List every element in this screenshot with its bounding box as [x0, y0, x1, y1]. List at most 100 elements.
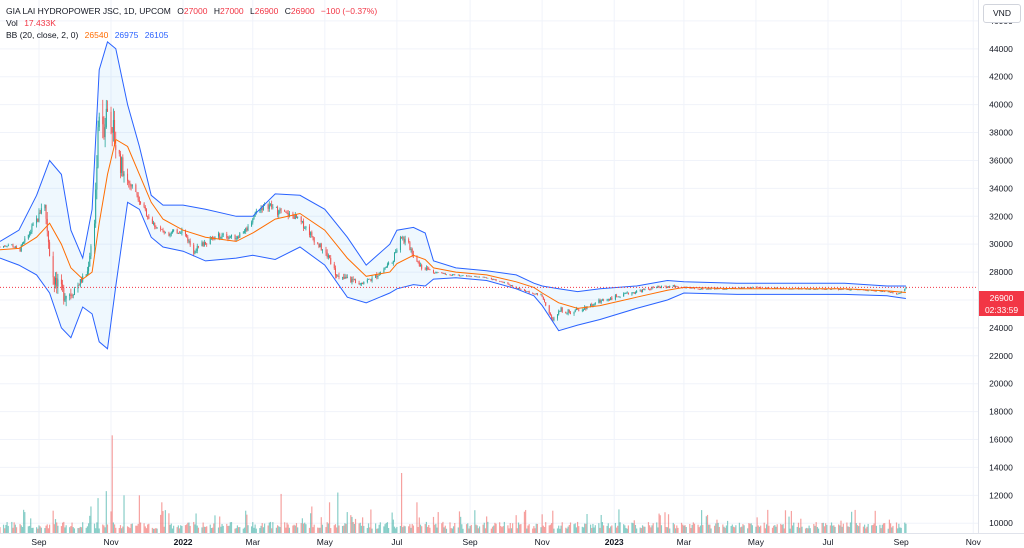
candle-body — [97, 127, 99, 168]
volume-bar — [255, 528, 257, 533]
volume-bar — [85, 527, 87, 533]
candle-body — [30, 232, 32, 234]
candle-body — [540, 294, 542, 296]
volume-bar — [115, 527, 117, 533]
candle-body — [98, 116, 100, 128]
candle-body — [6, 246, 8, 247]
candle-body — [898, 293, 900, 294]
volume-bar — [651, 525, 653, 533]
volume-bar — [71, 522, 73, 533]
volume-bar — [800, 518, 802, 533]
candle-body — [47, 231, 49, 243]
volume-bar — [879, 524, 881, 533]
candle-body — [750, 287, 752, 289]
candle-body — [206, 243, 208, 245]
volume-bar — [388, 528, 390, 533]
volume-bar — [614, 522, 616, 533]
candle-body — [429, 269, 431, 271]
volume-bar — [607, 523, 609, 533]
volume-bar — [7, 525, 9, 533]
volume-bar — [297, 527, 299, 533]
candle-body — [95, 189, 97, 224]
volume-bar — [135, 525, 137, 533]
volume-bar — [649, 525, 651, 533]
candle-body — [409, 242, 411, 250]
candle-body — [383, 269, 385, 273]
volume-bar — [633, 520, 635, 533]
candle-body — [401, 237, 403, 239]
volume-bar — [468, 528, 470, 533]
volume-bar — [63, 521, 65, 533]
volume-bar — [177, 525, 179, 533]
candle-body — [154, 223, 156, 227]
volume-bar — [432, 516, 435, 533]
volume-bar — [500, 525, 502, 533]
candle-body — [502, 282, 504, 283]
volume-bar — [623, 524, 625, 533]
volume-bar — [189, 525, 191, 533]
volume-bar — [693, 523, 696, 533]
candle-body — [633, 292, 635, 294]
candle-body — [148, 216, 150, 219]
candle-body — [329, 255, 331, 259]
candle-body — [56, 277, 58, 287]
candle-body — [355, 279, 357, 284]
volume-bar — [227, 525, 229, 533]
volume-legend[interactable]: Vol 17.433K — [6, 17, 60, 29]
volume-bar — [534, 528, 536, 533]
volume-bar — [826, 524, 828, 533]
volume-bar — [186, 524, 188, 533]
volume-bar — [807, 528, 809, 533]
candle-body — [652, 287, 654, 288]
volume-bar — [156, 528, 158, 533]
volume-bar — [276, 525, 279, 533]
volume-bar — [730, 525, 732, 533]
candle-body — [231, 234, 233, 237]
volume-bar — [491, 526, 494, 533]
symbol-title[interactable]: GIA LAI HYDROPOWER JSC, 1D, UPCOM — [6, 6, 171, 16]
candle-body — [808, 289, 810, 290]
volume-bar — [188, 522, 190, 533]
volume-bar — [454, 523, 456, 533]
volume-bar — [659, 515, 661, 533]
candle-body — [493, 279, 495, 280]
volume-bar — [735, 525, 737, 533]
volume-bar — [650, 527, 652, 533]
volume-bar — [95, 528, 97, 533]
volume-bar — [586, 514, 588, 533]
price-tick-label: 16000 — [989, 435, 1013, 445]
volume-bar — [783, 528, 785, 533]
volume-bar — [252, 522, 254, 533]
candle-body — [181, 229, 183, 233]
candle-body — [131, 184, 133, 187]
candle-body — [278, 210, 280, 215]
candle-body — [710, 288, 712, 290]
volume-bar — [701, 510, 703, 533]
candle-body — [93, 223, 95, 247]
candle-body — [424, 268, 426, 270]
candle-body — [327, 255, 329, 258]
volume-bar — [767, 509, 769, 533]
candle-body — [701, 288, 703, 290]
time-tick-label: Jul — [391, 537, 402, 547]
candle-body — [849, 289, 851, 291]
volume-bar — [436, 527, 438, 533]
candle-body — [260, 208, 262, 211]
volume-bar — [699, 525, 702, 533]
volume-bar — [644, 526, 646, 533]
volume-bar — [330, 528, 332, 533]
volume-bar — [734, 527, 736, 533]
volume-bar — [201, 527, 203, 533]
candle-body — [892, 292, 894, 294]
candle-body — [536, 293, 538, 295]
volume-bar — [594, 525, 596, 533]
bollinger-legend[interactable]: BB (20, close, 2, 0) 26540 26975 26105 — [6, 29, 172, 41]
price-tick-label: 22000 — [989, 351, 1013, 361]
candle-body — [164, 232, 166, 234]
volume-bar — [656, 522, 658, 533]
volume-bar — [673, 524, 676, 533]
currency-button[interactable]: VND — [983, 4, 1021, 23]
volume-bar — [814, 525, 816, 533]
candle-body — [370, 279, 372, 281]
